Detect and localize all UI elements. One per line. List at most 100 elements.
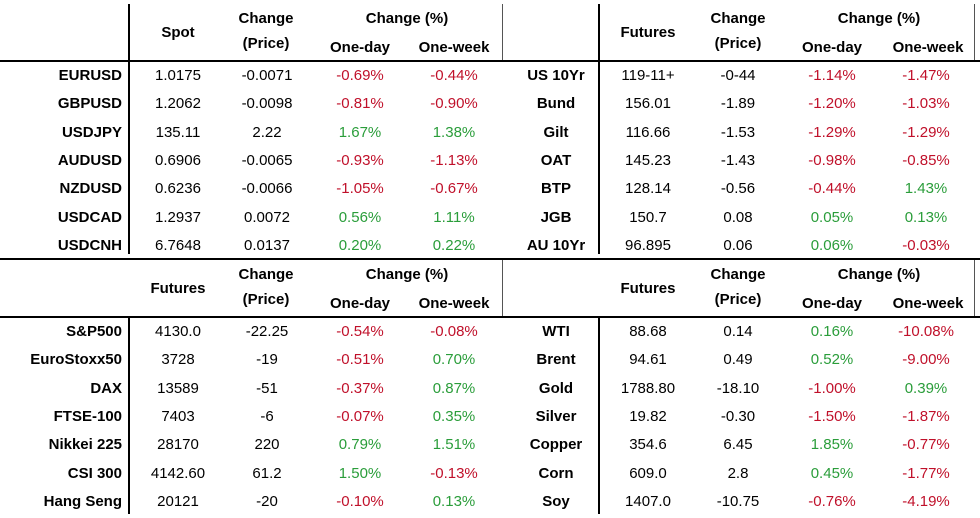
price-cell: 119-11+ (621, 67, 675, 84)
table-row: AU 10Yr 96.895 0.06 0.06% -0.03% (0, 231, 980, 260)
divider (598, 4, 600, 254)
change-price-cell: 0.49 (723, 351, 753, 369)
header-one-week: One-week (892, 39, 964, 56)
one-week-pct-cell: 0.87% (432, 379, 476, 397)
one-week-pct-cell: -1.13% (430, 151, 478, 169)
price-cell: 1407.0 (625, 492, 671, 510)
table-row: NZDUSD 0.6236 -0.0066 -1.05% -0.67% (0, 174, 980, 203)
price-cell: 94.61 (629, 351, 667, 369)
one-week-pct-cell: 1.11% (433, 208, 475, 226)
instrument-name: Nikkei 225 (48, 436, 122, 454)
divider (974, 4, 975, 60)
bottom-header: Futures Change (Price) Change (%) One-da… (0, 260, 980, 316)
one-week-pct-cell: -0.85% (902, 151, 950, 169)
change-price-cell: -0.56 (720, 180, 756, 198)
change-price-cell: -0.0098 (241, 95, 293, 113)
table-row: EURUSD 1.0175 -0.0071 -0.69% -0.44% (0, 61, 980, 90)
one-week-pct-cell: -1.77% (902, 464, 950, 482)
divider (0, 316, 980, 318)
change-price-cell: -0.0066 (241, 180, 293, 198)
price-cell: 1788.80 (620, 379, 676, 397)
price-cell: 0.6236 (155, 180, 201, 198)
price-cell: 6.7648 (155, 236, 201, 254)
header-futures: Futures (620, 280, 676, 297)
instrument-name: WTI (542, 323, 570, 340)
header-change-price-line1: Change (710, 266, 766, 283)
one-day-pct-cell: -0.44% (808, 180, 856, 198)
one-day-pct-cell: -0.10% (336, 492, 384, 510)
change-price-cell: 0.08 (723, 208, 753, 226)
change-price-cell: -1.89 (720, 95, 756, 113)
table-row: Gold 1788.80 -18.10 -1.00% 0.39% (0, 374, 980, 403)
header-change-price-line2: (Price) (242, 291, 290, 308)
table-row: Corn 609.0 2.8 0.45% -1.77% (0, 459, 980, 488)
table-row: AUDUSD 0.6906 -0.0065 -0.93% -1.13% (0, 146, 980, 175)
header-futures: Futures (620, 24, 676, 41)
table-row: S&P500 4130.0 -22.25 -0.54% -0.08% (0, 317, 980, 346)
instrument-name: JGB (540, 208, 572, 226)
change-price-cell: 2.8 (727, 464, 749, 482)
price-cell: 116.66 (625, 123, 671, 141)
one-week-pct-cell: -0.08% (430, 323, 478, 340)
header-one-day: One-day (801, 295, 862, 312)
price-cell: 1.2062 (155, 95, 201, 113)
price-cell: 156.01 (625, 95, 671, 113)
change-price-cell: -51 (256, 379, 278, 397)
instrument-name: US 10Yr (527, 67, 585, 84)
one-week-pct-cell: 0.13% (904, 208, 948, 226)
one-day-pct-cell: 0.52% (810, 351, 854, 369)
instrument-name: Copper (529, 436, 583, 454)
instrument-name: AU 10Yr (526, 236, 586, 254)
table-row: OAT 145.23 -1.43 -0.98% -0.85% (0, 146, 980, 175)
change-price-cell: -19 (256, 351, 278, 369)
price-cell: 7403 (161, 407, 195, 425)
one-day-pct-cell: -0.76% (808, 492, 856, 510)
price-cell: 13589 (157, 379, 199, 397)
one-week-pct-cell: 1.38% (432, 123, 476, 141)
one-day-pct-cell: 0.56% (338, 208, 382, 226)
price-cell: 135.11 (155, 123, 201, 141)
divider (0, 258, 980, 260)
price-cell: 145.23 (625, 151, 671, 169)
divider (974, 260, 975, 316)
change-price-cell: 2.22 (252, 123, 282, 141)
change-price-cell: -0.0071 (241, 67, 293, 84)
header-change-price-line1: Change (238, 10, 294, 27)
one-day-pct-cell: 0.79% (338, 436, 382, 454)
divider (502, 4, 503, 60)
divider (0, 60, 980, 62)
change-price-cell: -0.30 (720, 407, 756, 425)
price-cell: 609.0 (629, 464, 667, 482)
price-cell: 0.6906 (155, 151, 201, 169)
header-change-pct: Change (%) (837, 10, 921, 27)
divider (598, 318, 600, 514)
one-day-pct-cell: -0.37% (336, 379, 384, 397)
table-row: WTI 88.68 0.14 0.16% -10.08% (0, 317, 980, 346)
instrument-name: EURUSD (58, 67, 122, 84)
one-day-pct-cell: 0.20% (338, 236, 382, 254)
one-day-pct-cell: -0.69% (336, 67, 384, 84)
one-day-pct-cell: 1.85% (810, 436, 854, 454)
instrument-name: S&P500 (66, 323, 122, 340)
price-cell: 88.68 (629, 323, 667, 340)
instrument-name: FTSE-100 (53, 407, 122, 425)
one-day-pct-cell: 0.06% (810, 236, 854, 254)
instrument-name: CSI 300 (67, 464, 122, 482)
header-one-week: One-week (418, 295, 490, 312)
table-row: Bund 156.01 -1.89 -1.20% -1.03% (0, 89, 980, 118)
change-price-cell: -20 (256, 492, 278, 510)
change-price-cell: -0.0065 (241, 151, 293, 169)
one-week-pct-cell: 1.43% (904, 180, 948, 198)
one-day-pct-cell: -0.98% (808, 151, 856, 169)
table-row: Hang Seng 20121 -20 -0.10% 0.13% (0, 487, 980, 516)
change-price-cell: -10.75 (716, 492, 760, 510)
change-price-cell: 6.45 (723, 436, 753, 454)
change-price-cell: -22.25 (245, 323, 289, 340)
instrument-name: NZDUSD (59, 180, 123, 198)
instrument-name: Hang Seng (43, 492, 122, 510)
one-day-pct-cell: -1.05% (336, 180, 384, 198)
one-week-pct-cell: 0.39% (904, 379, 948, 397)
change-price-cell: 61.2 (252, 464, 282, 482)
header-change-price-line1: Change (710, 10, 766, 27)
